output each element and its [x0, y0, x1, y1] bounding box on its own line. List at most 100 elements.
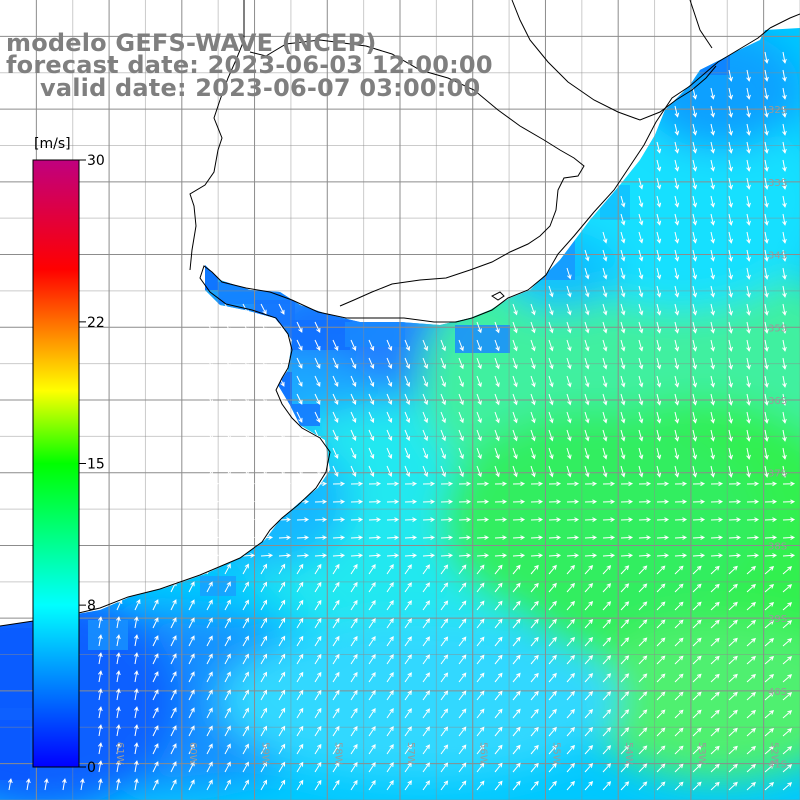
- wind-arrow-1008: [692, 745, 702, 755]
- wind-arrow-670: [224, 599, 231, 611]
- wind-arrow-139: [746, 303, 751, 316]
- wind-arrow-697: [710, 601, 720, 611]
- wind-arrow-986: [296, 743, 304, 755]
- wind-arrow-693: [638, 601, 648, 611]
- wind-arrow-953: [404, 726, 412, 737]
- wind-arrow-101: [692, 267, 698, 280]
- wind-arrow-1095: [764, 782, 775, 791]
- wind-arrow-68: [746, 213, 751, 226]
- wind-arrow-450: [548, 481, 562, 487]
- wind-arrow-524: [692, 517, 706, 523]
- wind-arrow-467: [260, 499, 274, 505]
- wind-arrow-711: [260, 617, 268, 629]
- wind-arrow-84: [620, 249, 626, 262]
- wind-arrow-163: [728, 321, 733, 334]
- wind-arrow-3: [746, 69, 751, 82]
- wind-arrow-814: [710, 655, 720, 665]
- wind-arrow-828: [260, 671, 268, 683]
- wind-arrow-298: [782, 393, 787, 406]
- wind-arrow-979: [170, 743, 177, 755]
- wind-arrow-778: [764, 638, 775, 647]
- wind-arrow-294: [710, 393, 715, 406]
- wind-arrow-299: [206, 411, 213, 423]
- wind-arrow-746: [188, 635, 195, 647]
- wind-arrow-739: [764, 620, 775, 629]
- wind-arrow-370: [296, 447, 303, 459]
- wind-arrow-924: [584, 709, 594, 719]
- wind-arrow-424: [674, 465, 680, 478]
- wind-arrow-393: [710, 447, 715, 460]
- wind-arrow-616: [566, 564, 575, 575]
- wind-arrow-982: [224, 743, 231, 755]
- wind-arrow-593: [746, 553, 760, 558]
- wind-arrow-1086: [602, 781, 612, 791]
- wind-arrow-657: [674, 583, 684, 593]
- wind-arrow-1002: [584, 745, 594, 755]
- wind-arrow-1019: [188, 761, 195, 773]
- wind-arrow-574: [404, 553, 418, 558]
- wind-arrow-50: [782, 177, 787, 190]
- wind-arrow-883: [548, 690, 557, 701]
- wind-arrow-105: [764, 267, 769, 280]
- wind-arrow-334: [242, 429, 249, 441]
- wind-arrow-493: [728, 499, 742, 505]
- wind-arrow-872: [350, 689, 358, 701]
- coastline-south: [0, 27, 771, 627]
- wind-arrow-992: [404, 744, 412, 755]
- wind-arrow-738: [746, 619, 756, 629]
- wind-arrow-709: [224, 617, 231, 629]
- wind-arrow-750: [260, 635, 268, 647]
- wind-arrow-1044: [638, 763, 648, 773]
- wind-arrow-34: [656, 159, 662, 172]
- coastline: [0, 0, 800, 627]
- wind-arrow-251: [530, 375, 536, 388]
- wind-arrow-1071: [332, 779, 340, 791]
- wind-arrow-244: [404, 375, 411, 388]
- wind-arrow-80: [764, 231, 769, 244]
- wind-arrow-624: [710, 565, 720, 575]
- wind-arrow-717: [368, 618, 376, 629]
- coastal-cell-10: [700, 45, 730, 75]
- wind-arrow-177: [386, 339, 393, 352]
- wind-arrow-991: [386, 744, 394, 755]
- wind-arrow-518: [584, 517, 598, 523]
- wind-arrow-435: [278, 481, 292, 487]
- wind-arrow-886: [602, 691, 612, 701]
- wind-arrow-839: [458, 672, 467, 683]
- wind-arrow-563: [206, 553, 220, 558]
- wind-arrow-1012: [764, 746, 775, 755]
- wind-arrow-621: [656, 565, 666, 575]
- wind-arrow-1096: [782, 782, 793, 791]
- wind-arrow-536: [314, 535, 328, 540]
- wind-arrow-96: [602, 267, 608, 280]
- wind-arrow-1093: [728, 781, 738, 791]
- wind-arrow-268: [242, 393, 249, 405]
- wind-arrow-87: [674, 249, 680, 262]
- wind-arrow-1077: [440, 780, 449, 791]
- wind-arrow-216: [494, 357, 500, 370]
- wind-arrow-983: [242, 743, 249, 755]
- wind-arrow-460: [728, 481, 742, 487]
- wind-arrow-326: [692, 411, 698, 424]
- wind-arrow-810: [638, 655, 648, 665]
- wind-arrow-189: [602, 339, 608, 352]
- wind-arrow-289: [620, 393, 626, 406]
- colorbar-tick-label-1: 22: [87, 315, 105, 331]
- wind-arrow-138: [728, 303, 733, 316]
- lon-label-8: 53W: [696, 742, 707, 765]
- wind-arrow-944: [242, 725, 249, 737]
- wind-arrow-869: [296, 689, 304, 701]
- wind-arrow-1028: [350, 761, 358, 773]
- wind-arrow-321: [602, 411, 608, 424]
- wind-arrow-995: [458, 744, 467, 755]
- wind-arrow-686: [512, 600, 521, 611]
- wind-arrow-421: [620, 465, 626, 478]
- wind-arrow-223: [620, 357, 626, 370]
- wind-arrow-834: [368, 672, 376, 683]
- wind-arrow-1036: [494, 762, 503, 773]
- wind-arrow-205: [296, 357, 303, 369]
- wind-arrow-17: [764, 105, 769, 118]
- wind-arrow-980: [188, 743, 195, 755]
- wind-arrow-1068: [278, 779, 286, 791]
- wind-arrow-132: [620, 303, 626, 316]
